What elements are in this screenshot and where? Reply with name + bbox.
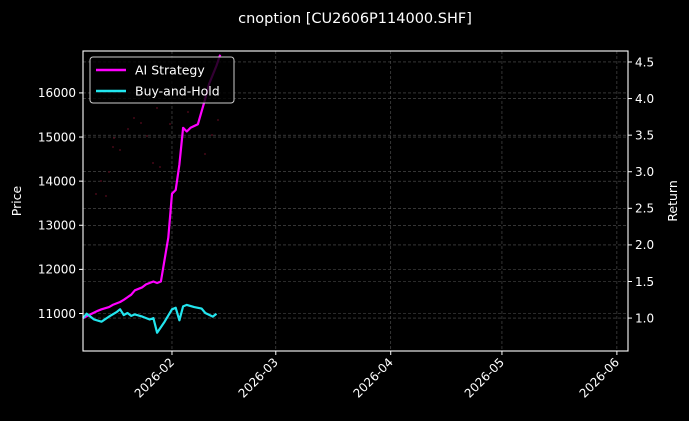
- y-tick-label-left: 15000: [38, 130, 76, 144]
- y-tick-label-left: 13000: [38, 219, 76, 233]
- y-tick-label-right: 1.0: [635, 311, 654, 325]
- legend-label-ai-strategy: AI Strategy: [135, 63, 205, 78]
- line-buy-and-hold: [82, 303, 218, 334]
- y-tick-label-left: 14000: [38, 174, 76, 188]
- y-axis-label-left: Price: [9, 185, 24, 216]
- line-ai-strategy: [82, 54, 222, 320]
- left-y-axis: 11000 12000 13000 14000 15000 16000: [38, 86, 83, 321]
- y-tick-label-left: 16000: [38, 86, 76, 100]
- y-tick-label-right: 2.0: [635, 238, 654, 252]
- scatter-noise-dots: [95, 107, 219, 197]
- y-tick-label-right: 3.0: [635, 165, 654, 179]
- y-tick-label-right: 4.5: [635, 55, 654, 69]
- right-y-axis: 1.0 1.5 2.0 2.5 3.0 3.5 4.0 4.5: [628, 55, 654, 325]
- legend: AI Strategy Buy-and-Hold: [89, 56, 235, 104]
- plot-frame: [82, 50, 629, 352]
- y-axis-label-right: Return: [665, 180, 680, 221]
- y-tick-label-left: 12000: [38, 263, 76, 277]
- y-tick-label-right: 1.5: [635, 275, 654, 289]
- grid-lines: [83, 51, 628, 351]
- legend-label-buy-and-hold: Buy-and-Hold: [135, 84, 220, 99]
- series-lines: [82, 54, 222, 334]
- y-tick-label-right: 3.5: [635, 128, 654, 142]
- chart-title: cnoption [CU2606P114000.SHF]: [238, 11, 472, 27]
- y-tick-label-right: 4.0: [635, 92, 654, 106]
- y-tick-label-right: 2.5: [635, 202, 654, 216]
- y-tick-label-left: 11000: [38, 307, 76, 321]
